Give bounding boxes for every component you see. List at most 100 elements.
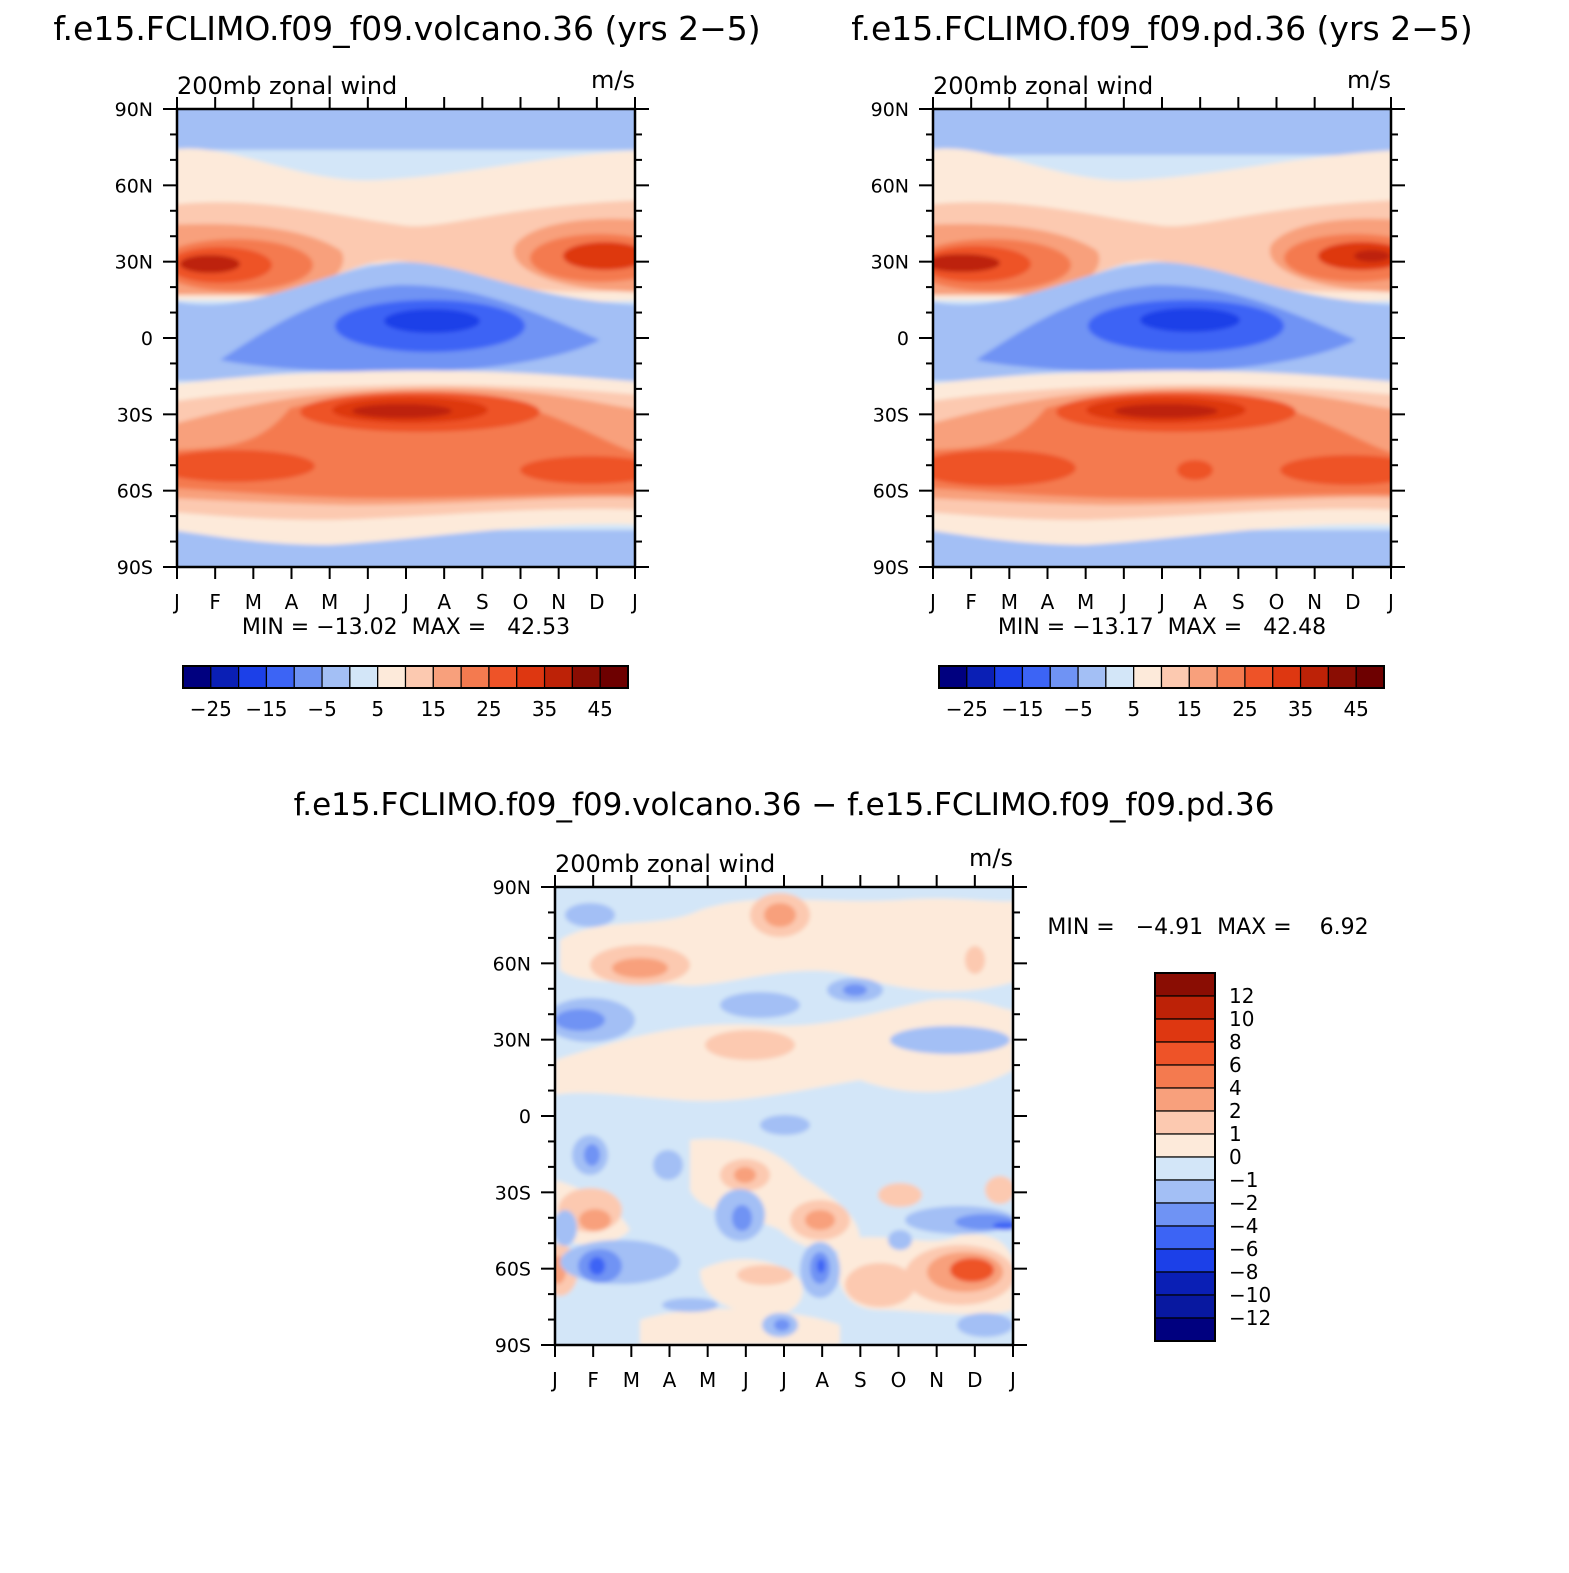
colorbar-box <box>1154 1202 1216 1227</box>
panel-units-label: m/s <box>969 844 1013 872</box>
colorbar-box <box>1154 1018 1216 1043</box>
colorbar-box <box>1154 1110 1216 1135</box>
colorbar-box <box>571 665 601 689</box>
y-tick-label: 60S <box>117 481 153 503</box>
colorbar-box <box>1244 665 1274 689</box>
x-tick-label: O <box>1269 590 1285 614</box>
colorbar-label: 15 <box>1177 697 1202 721</box>
colorbar-box <box>1154 972 1216 997</box>
colorbar-frame <box>938 665 1385 689</box>
colorbar-label: −8 <box>1229 1260 1258 1284</box>
x-tick-label: D <box>1345 590 1360 614</box>
colorbar-box <box>210 665 240 689</box>
x-tick-label: J <box>363 590 371 614</box>
colorbar-label: 35 <box>532 697 557 721</box>
colorbar-box <box>994 665 1024 689</box>
colorbar-box <box>966 665 996 689</box>
x-tick-label: F <box>965 590 977 614</box>
contour-field <box>177 109 635 567</box>
colorbar-box <box>1188 665 1218 689</box>
panel-title: f.e15.FCLIMO.f09_f09.volcano.36 (yrs 2−5… <box>53 9 760 48</box>
x-tick-label: D <box>589 590 604 614</box>
colorbar-label: 12 <box>1229 984 1254 1008</box>
colorbar-label: 25 <box>476 697 501 721</box>
neg-6 <box>817 1259 825 1273</box>
colorbar-box <box>321 665 351 689</box>
colorbar-label: −5 <box>1063 697 1092 721</box>
x-tick-label: M <box>623 1368 640 1392</box>
x-tick-label: A <box>815 1368 829 1392</box>
x-tick-label: N <box>929 1368 944 1392</box>
contour-field <box>555 887 1013 1345</box>
y-tick-label: 60N <box>493 953 531 975</box>
y-tick-label: 0 <box>519 1106 531 1128</box>
colorbar-label: −12 <box>1229 1306 1271 1330</box>
colorbar-label: 8 <box>1229 1030 1242 1054</box>
x-tick-label: J <box>928 590 936 614</box>
colorbar-box <box>1133 665 1163 689</box>
x-tick-label: A <box>1193 590 1207 614</box>
colorbar-box <box>182 665 212 689</box>
colorbar-label: −10 <box>1229 1283 1271 1307</box>
x-tick-label: M <box>699 1368 716 1392</box>
y-tick-label: 30N <box>115 252 153 274</box>
nh-jet-5 <box>933 254 1000 272</box>
sh-jet-4c <box>1280 455 1391 485</box>
y-tick-label: 60N <box>871 175 909 197</box>
neg-2 <box>565 903 615 927</box>
x-tick-label: J <box>1008 1368 1016 1392</box>
neg-2 <box>720 992 800 1018</box>
panel-variable-label: 200mb zonal wind <box>177 72 397 100</box>
pos-4 <box>734 1167 756 1183</box>
colorbar-box <box>1154 1156 1216 1181</box>
colorbar-label: 1 <box>1229 1122 1242 1146</box>
colorbar-label: 2 <box>1229 1099 1242 1123</box>
neg-6 <box>589 1257 605 1275</box>
colorbar-box <box>1154 1179 1216 1204</box>
colorbar-label: 5 <box>371 697 384 721</box>
x-tick-label: A <box>437 590 451 614</box>
colorbar-frame <box>1154 972 1216 1342</box>
y-tick-label: 60S <box>495 1259 531 1281</box>
x-tick-label: S <box>476 590 489 614</box>
x-tick-label: J <box>741 1368 749 1392</box>
x-tick-label: M <box>245 590 262 614</box>
pos-4 <box>612 958 668 978</box>
colorbar-label: 6 <box>1229 1053 1242 1077</box>
colorbar-box <box>1272 665 1302 689</box>
pos-4 <box>579 1209 611 1231</box>
sh-jet-4b <box>933 450 1076 486</box>
panel-volcano: f.e15.FCLIMO.f09_f09.volcano.36 (yrs 2−5… <box>53 9 760 721</box>
pos-4 <box>805 1210 835 1230</box>
y-tick-label: 90S <box>873 557 909 579</box>
x-tick-label: N <box>1307 590 1322 614</box>
colorbar-box <box>1154 1271 1216 1296</box>
panel-units-label: m/s <box>1347 66 1391 94</box>
colorbar-box <box>1154 995 1216 1020</box>
colorbar-box <box>599 665 629 689</box>
y-tick-label: 60S <box>873 481 909 503</box>
nh-jet-5b <box>1354 250 1390 262</box>
colorbar-label: 45 <box>1343 697 1368 721</box>
colorbar-label: 45 <box>587 697 612 721</box>
y-tick-label: 30S <box>873 404 909 426</box>
x-tick-label: A <box>1041 590 1055 614</box>
colorbar-box <box>543 665 573 689</box>
colorbar-box <box>1154 1294 1216 1319</box>
colorbar-box <box>238 665 268 689</box>
colorbar-box <box>1154 1064 1216 1089</box>
y-tick-label: 30N <box>871 252 909 274</box>
x-tick-label: O <box>891 1368 907 1392</box>
colorbar-box <box>1021 665 1051 689</box>
colorbar-box <box>516 665 546 689</box>
panel-variable-label: 200mb zonal wind <box>555 850 775 878</box>
x-tick-label: S <box>854 1368 867 1392</box>
colorbar-label: −5 <box>307 697 336 721</box>
x-tick-label: J <box>630 590 638 614</box>
colorbar-label: −4 <box>1229 1214 1258 1238</box>
pos-2 <box>965 946 985 974</box>
x-tick-label: S <box>1232 590 1245 614</box>
neg-4 <box>732 1205 752 1231</box>
